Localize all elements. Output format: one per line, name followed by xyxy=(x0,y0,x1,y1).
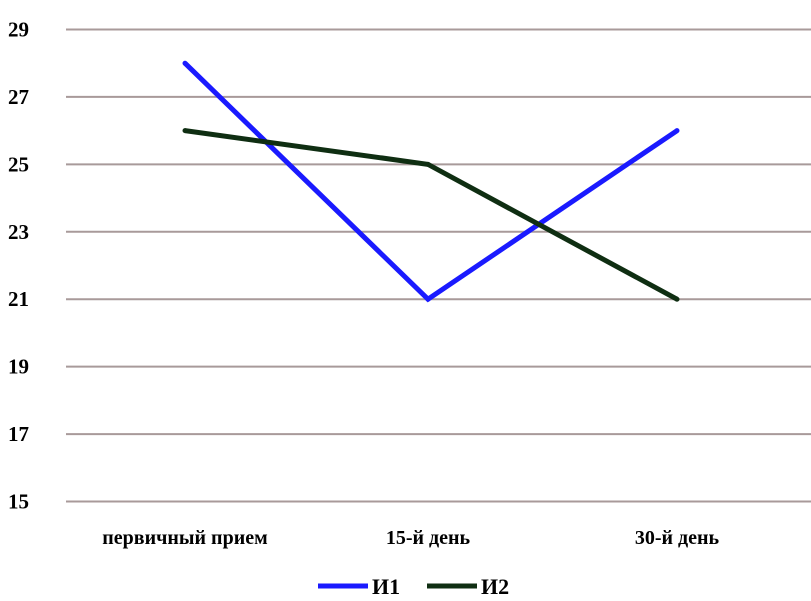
gridlines xyxy=(66,28,811,503)
series-2-point-1 xyxy=(182,128,188,134)
y-tick-label-17: 17 xyxy=(8,422,29,446)
x-category-label-2: 15-й день xyxy=(386,527,471,549)
series-line-1 xyxy=(183,61,679,303)
y-tick-label-23: 23 xyxy=(8,220,29,244)
x-category-label-3: 30-й день xyxy=(635,527,720,549)
y-tick-label-25: 25 xyxy=(8,152,29,176)
series-2-point-3 xyxy=(674,296,680,302)
y-tick-label-29: 29 xyxy=(8,18,29,42)
y-tick-label-15: 15 xyxy=(8,490,29,514)
legend-label-1: И1 xyxy=(372,574,400,599)
x-axis-category-labels: первичный прием 15-й день 30-й день xyxy=(102,527,719,549)
y-tick-label-19: 19 xyxy=(8,355,29,379)
legend-label-2: И2 xyxy=(481,574,509,599)
series-1-point-3 xyxy=(674,128,680,134)
series-1-point-2 xyxy=(425,296,431,302)
x-category-label-1: первичный прием xyxy=(102,527,267,549)
y-tick-label-21: 21 xyxy=(8,287,29,311)
y-tick-label-27: 27 xyxy=(8,85,29,109)
series-2-point-2 xyxy=(425,161,431,167)
y-axis-tick-labels: 15 17 19 21 23 25 27 29 xyxy=(8,18,29,514)
series-line-2 xyxy=(184,128,679,302)
legend: И1 И2 xyxy=(318,574,509,599)
series-lines xyxy=(182,60,680,303)
series-1-point-1 xyxy=(182,60,188,66)
